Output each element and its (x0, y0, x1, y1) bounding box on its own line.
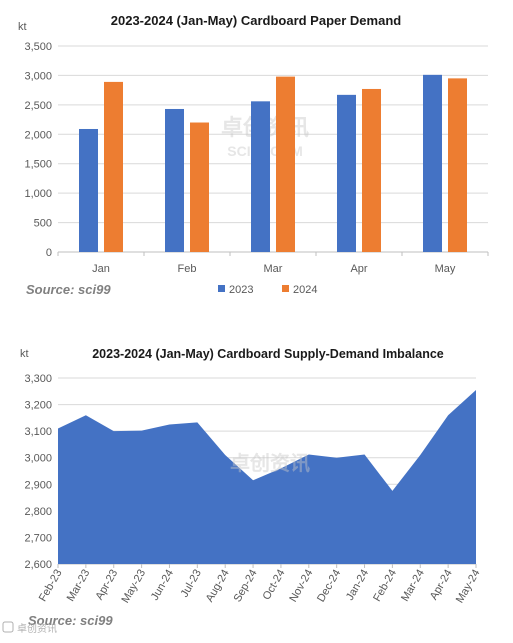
bar-y-tick-label: 2,500 (24, 100, 52, 112)
area-chart-unit: kt (20, 348, 29, 360)
area-x-tick-label: Aug-24 (204, 568, 232, 605)
area-x-tick-label: Jun-24 (149, 568, 176, 603)
logo-icon (2, 621, 14, 633)
bar-source-note: Source: sci99 (26, 282, 111, 297)
bar-2024-apr (362, 88, 381, 252)
area-x-tick-label: Apr-24 (428, 568, 455, 603)
area-y-tick-label: 2,600 (24, 559, 52, 571)
area-chart-title: 2023-2024 (Jan-May) Cardboard Supply-Dem… (92, 347, 444, 361)
area-y-tick-label: 2,800 (24, 506, 52, 518)
bar-series (79, 74, 467, 252)
bar-y-tick-label: 3,000 (24, 70, 52, 82)
area-x-tick-label: Mar-24 (399, 568, 427, 604)
area-x-tick-label: Sep-24 (232, 568, 260, 605)
bar-2023-mar (251, 101, 270, 252)
area-y-tick-label: 3,000 (24, 453, 52, 465)
legend-swatch-2024 (282, 285, 289, 292)
area-x-axis: Feb-23 Mar-23 Apr-23 May-23 Jun-24 Jul-23 Aug-… (37, 564, 483, 605)
area-watermark-cn: 卓创资讯 (230, 451, 310, 475)
area-y-tick-label: 3,200 (24, 400, 52, 412)
area-y-tick-label: 3,300 (24, 373, 52, 385)
bar-2024-jan (104, 81, 123, 252)
area-x-tick-label: Feb-23 (37, 568, 65, 604)
area-x-tick-label: May-23 (119, 568, 148, 606)
area-x-tick-label: May-24 (454, 568, 483, 606)
bar-2024-mar (276, 76, 295, 252)
bar-x-tick-label: Apr (350, 263, 367, 275)
area-x-tick-label: Jan-24 (344, 568, 371, 603)
footer-logo: 卓创资讯 (2, 621, 57, 635)
area-x-tick-label: Apr-23 (93, 568, 120, 603)
bar-y-tick-label: 1,000 (24, 188, 52, 200)
area-x-tick-label: Nov-24 (287, 568, 315, 605)
bar-chart-unit: kt (18, 21, 27, 33)
area-y-tick-label: 3,100 (24, 426, 52, 438)
area-x-tick-label: Oct-24 (261, 568, 288, 603)
bar-chart-title: 2023-2024 (Jan-May) Cardboard Paper Dema… (111, 13, 402, 28)
area-x-tick-label: Mar-23 (65, 568, 93, 604)
area-source-note: Source: sci99 (28, 613, 113, 628)
bar-x-tick-label: Mar (264, 263, 283, 275)
bar-chart: 2023-2024 (Jan-May) Cardboard Paper Dema… (18, 13, 489, 297)
legend-label-2023: 2023 (229, 284, 253, 296)
bar-y-tick-label: 1,500 (24, 159, 52, 171)
bar-gridlines (58, 45, 488, 253)
bar-x-tick-label: Jan (92, 263, 110, 275)
bar-y-tick-label: 2,000 (24, 129, 52, 141)
bar-y-tick-label: 0 (46, 247, 52, 259)
area-y-tick-label: 2,900 (24, 479, 52, 491)
footer-logo-text: 卓创资讯 (17, 622, 57, 635)
bar-2024-may (448, 78, 467, 252)
bar-y-tick-label: 3,500 (24, 41, 52, 53)
area-chart: 2023-2024 (Jan-May) Cardboard Supply-Dem… (20, 347, 483, 628)
area-y-tick-label: 2,700 (24, 532, 52, 544)
area-series-fill (58, 389, 476, 564)
legend-swatch-2023 (218, 285, 225, 292)
area-y-axis: 2,600 2,700 2,800 2,900 3,000 3,100 3,200 3,300 (24, 373, 52, 571)
area-x-tick-label: Dec-24 (315, 568, 343, 605)
bar-2023-jan (79, 128, 98, 252)
bar-x-tick-label: May (435, 263, 456, 275)
area-x-tick-label: Feb-24 (371, 568, 399, 604)
area-x-tick-label: Jul-23 (179, 568, 204, 600)
bar-x-tick-label: Feb (178, 263, 197, 275)
bar-y-axis: 0 500 1,000 1,500 2,000 2,500 3,000 3,500 (24, 41, 52, 259)
bar-y-tick-label: 500 (34, 218, 52, 230)
bar-2023-feb (165, 108, 184, 252)
bar-2023-apr (337, 94, 356, 252)
bar-2023-may (423, 74, 442, 252)
bar-2024-feb (190, 122, 209, 252)
legend-label-2024: 2024 (293, 284, 317, 296)
bar-x-axis: Jan Feb Mar Apr May (57, 252, 489, 275)
bar-legend: 2023 2024 (218, 284, 317, 296)
